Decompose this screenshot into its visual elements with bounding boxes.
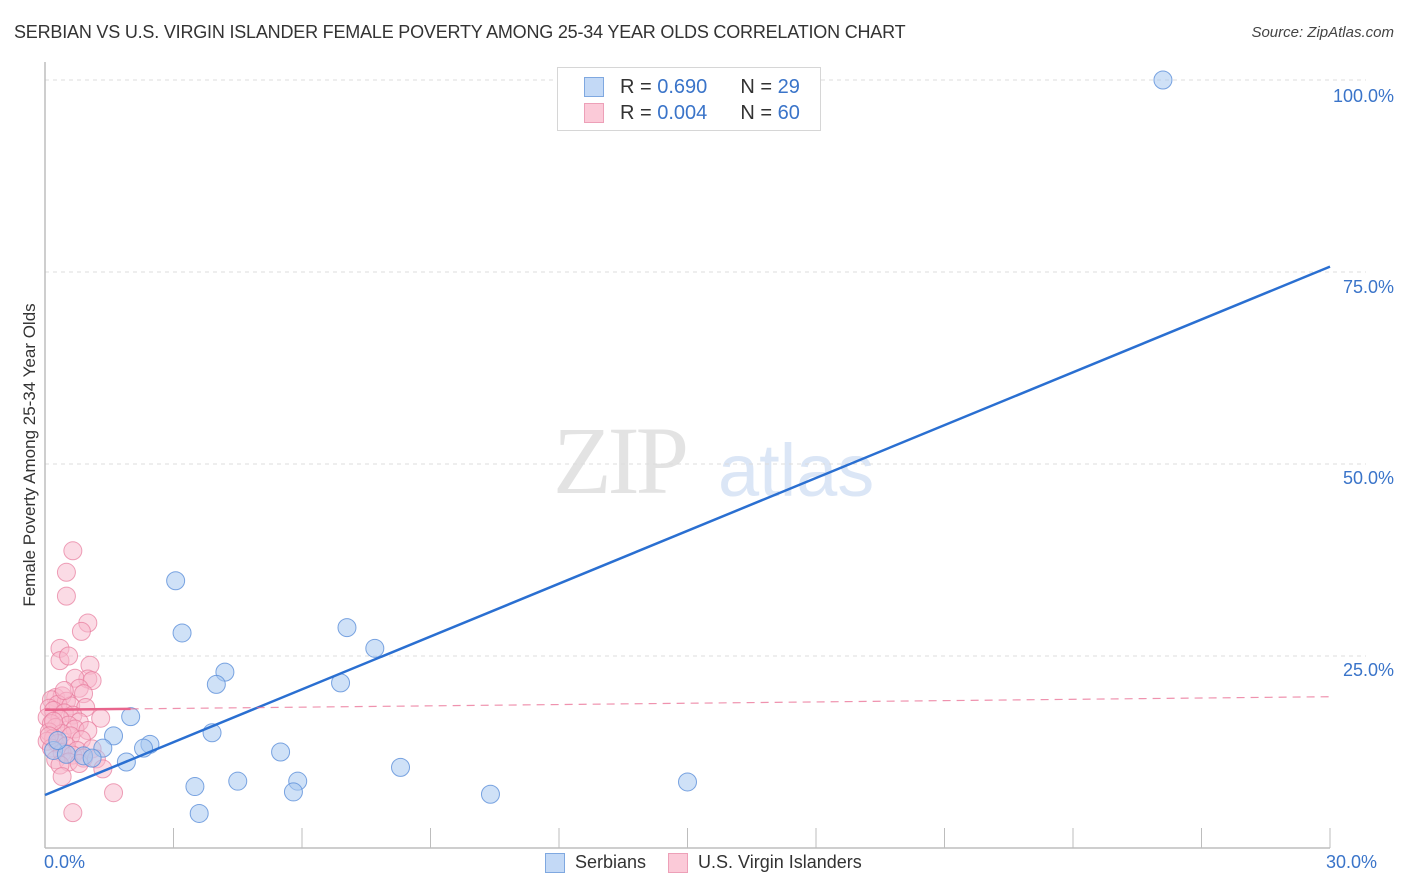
x-tick-0: 0.0% [44,852,86,872]
data-point-serbians [166,571,186,591]
n-value: 60 [777,101,800,124]
virgin-islanders-trend-line-solid [44,707,131,712]
data-point-virgin-islanders [59,646,79,666]
y-tick-75: 75.0% [1342,277,1394,297]
serbians-swatch [584,77,604,97]
data-point-serbians [82,748,102,768]
legend-item-serbians[interactable]: Serbians [545,852,646,873]
data-point-serbians [121,707,141,727]
n-label: N = [740,101,773,124]
n-value: 29 [777,75,800,98]
virgin-islanders-trend-line-dashed [130,696,1331,710]
r-label: R = [620,75,652,98]
data-point-serbians [391,757,411,777]
legend-label: Serbians [575,852,647,872]
data-point-serbians [206,674,226,694]
data-point-serbians [228,771,248,791]
data-point-serbians [189,803,209,823]
data-point-virgin-islanders [63,541,83,561]
data-point-serbians [337,618,357,638]
chart-title: SERBIAN VS U.S. VIRGIN ISLANDER FEMALE P… [14,22,906,42]
legend-row-virgin-islanders: R = 0.004 N = 60 [584,101,800,125]
legend-row-serbians: R = 0.690 N = 29 [584,75,800,99]
data-point-serbians [185,777,205,797]
y-tick-50: 50.0% [1342,468,1394,488]
watermark-zip: ZIP [553,407,689,514]
data-point-serbians [271,742,291,762]
series-legend: Serbians U.S. Virgin Islanders [545,852,884,873]
correlation-legend: R = 0.690 N = 29 R = 0.004 N = 60 [557,67,821,131]
data-point-serbians [48,730,68,750]
data-point-serbians [1153,70,1173,90]
data-point-serbians [283,782,303,802]
data-point-virgin-islanders [56,562,76,582]
r-value: 0.690 [657,75,708,98]
x-tick-30: 30.0% [1326,852,1378,872]
watermark-atlas: atlas [718,429,875,512]
data-point-serbians [480,784,500,804]
data-point-virgin-islanders [54,681,74,701]
serbians-swatch [545,852,565,873]
y-tick-100: 100.0% [1332,86,1394,106]
data-point-serbians [172,623,192,643]
data-point-serbians [104,726,124,746]
data-point-virgin-islanders [104,783,124,803]
serbians-trend-line [44,265,1331,797]
r-value: 0.004 [657,101,708,124]
r-label: R = [620,101,652,124]
y-axis-label: Female Poverty Among 25-34 Year Olds [20,303,39,607]
virgin-islanders-swatch [584,103,604,123]
data-point-virgin-islanders [56,586,76,606]
y-tick-25: 25.0% [1342,660,1394,680]
legend-label: U.S. Virgin Islanders [698,852,862,872]
legend-item-virgin-islanders[interactable]: U.S. Virgin Islanders [668,852,862,873]
data-point-serbians [365,638,385,658]
data-point-virgin-islanders [71,621,91,641]
virgin-islanders-swatch [668,852,689,873]
n-label: N = [740,75,773,98]
data-point-virgin-islanders [63,803,83,823]
data-point-virgin-islanders [52,767,72,787]
source-label: Source: ZipAtlas.com [1251,24,1394,41]
data-point-serbians [678,772,697,792]
